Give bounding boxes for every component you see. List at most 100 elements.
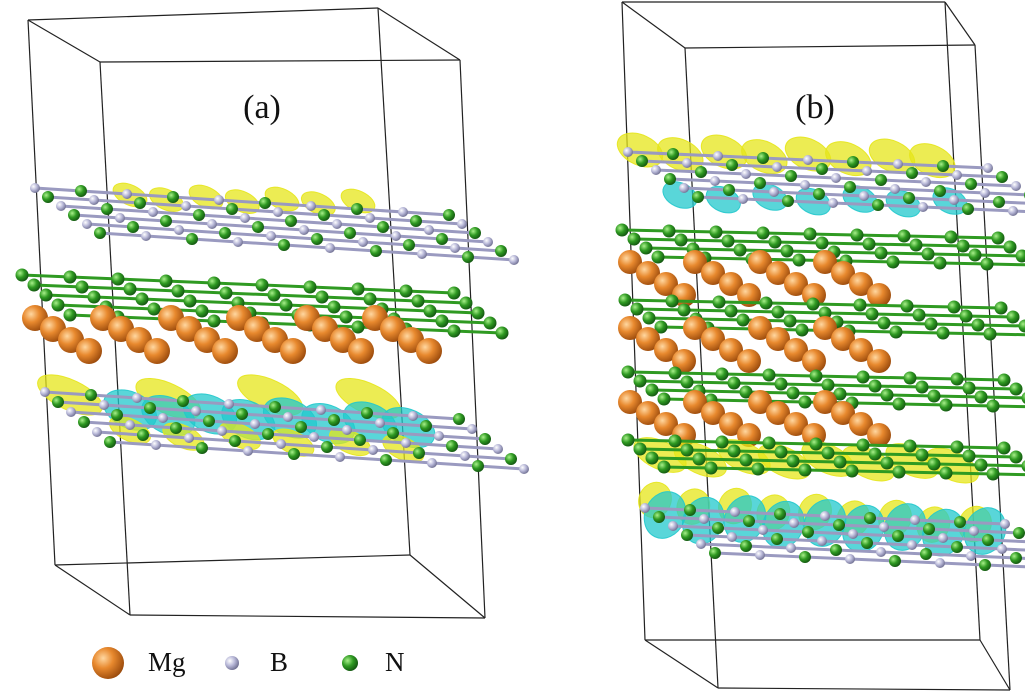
magnesium-atom xyxy=(280,338,306,364)
nitrogen-atom xyxy=(469,227,481,239)
nitrogen-atom xyxy=(880,456,894,470)
boron-atom xyxy=(862,166,872,176)
magnesium-atom xyxy=(831,261,855,285)
nitrogen-atom xyxy=(880,388,894,402)
nitrogen-atom xyxy=(934,185,946,197)
nitrogen-atom xyxy=(420,420,432,432)
bond xyxy=(33,283,467,305)
boron-atom xyxy=(30,183,40,193)
boron-atom xyxy=(273,207,283,217)
bond xyxy=(69,313,503,335)
magnesium-atom xyxy=(813,390,837,414)
cell-edge xyxy=(409,554,486,619)
boron-atom xyxy=(938,533,948,543)
nitrogen-atom xyxy=(354,434,366,446)
nitrogen-atom xyxy=(380,454,392,466)
nitrogen-atom xyxy=(809,437,823,451)
cell-edge xyxy=(621,1,686,49)
nitrogen-atom xyxy=(818,306,832,320)
nitrogen-atom xyxy=(721,234,735,248)
nitrogen-atom xyxy=(754,177,766,189)
nitrogen-atom xyxy=(850,228,864,242)
nitrogen-atom xyxy=(665,294,679,308)
bond xyxy=(44,390,460,421)
nitrogen-atom xyxy=(436,233,448,245)
boron-atom xyxy=(910,515,920,525)
nitrogen-atom xyxy=(951,541,963,553)
boron-atom xyxy=(983,163,993,173)
boron-atom xyxy=(309,432,319,442)
nitrogen-atom xyxy=(743,515,755,527)
cell-edge xyxy=(974,44,1011,691)
nitrogen-atom xyxy=(159,274,173,288)
nitrogen-atom xyxy=(862,237,876,251)
nitrogen-atom xyxy=(936,326,950,340)
nitrogen-atom xyxy=(186,233,198,245)
nitrogen-atom xyxy=(821,378,835,392)
boron-atom xyxy=(217,426,227,436)
nitrogen-atom xyxy=(42,191,54,203)
boron-atom xyxy=(207,219,217,229)
nitrogen-atom xyxy=(255,278,269,292)
nitrogen-atom xyxy=(939,466,953,480)
nitrogen-atom xyxy=(956,239,970,253)
nitrogen-atom xyxy=(833,455,847,469)
nitrogen-atom xyxy=(495,245,507,257)
magnesium-atom xyxy=(636,327,660,351)
nitrogen-atom xyxy=(471,306,485,320)
nitrogen-atom xyxy=(183,294,197,308)
nitrogen-atom xyxy=(1015,249,1025,263)
nitrogen-atom xyxy=(921,247,935,261)
magnesium-atom xyxy=(654,272,678,296)
magnesium-atom xyxy=(683,250,707,274)
cell-edge xyxy=(54,554,411,566)
nitrogen-atom xyxy=(783,314,797,328)
magnesium-atom xyxy=(813,316,837,340)
boron-atom xyxy=(980,188,990,198)
nitrogen-atom xyxy=(127,221,139,233)
magnesium-atom xyxy=(748,250,772,274)
magnesium-atom xyxy=(867,349,891,373)
boron-atom xyxy=(408,411,418,421)
nitrogen-atom xyxy=(446,440,458,452)
nitrogen-atom xyxy=(15,268,29,282)
nitrogen-atom xyxy=(78,416,90,428)
nitrogen-atom xyxy=(897,229,911,243)
nitrogen-atom xyxy=(704,461,718,475)
magnesium-atom xyxy=(784,272,808,296)
nitrogen-atom xyxy=(991,231,1005,245)
panel-label: (a) xyxy=(243,89,281,126)
nitrogen-atom xyxy=(410,215,422,227)
nitrogen-atom xyxy=(236,408,248,420)
boron-atom xyxy=(115,213,125,223)
nitrogen-atom xyxy=(965,178,977,190)
nitrogen-atom xyxy=(762,436,776,450)
nitrogen-atom xyxy=(171,284,185,298)
nitrogen-atom xyxy=(1003,240,1017,254)
nitrogen-atom xyxy=(947,300,961,314)
nitrogen-atom xyxy=(903,371,917,385)
boron-atom xyxy=(243,446,253,456)
nitrogen-atom xyxy=(413,447,425,459)
magnesium-atom xyxy=(831,401,855,425)
nitrogen-atom xyxy=(740,540,752,552)
nitrogen-atom xyxy=(912,308,926,322)
nitrogen-atom xyxy=(479,433,491,445)
nitrogen-atom xyxy=(39,288,53,302)
boron-atom xyxy=(699,514,709,524)
boron-atom xyxy=(434,431,444,441)
nitrogen-atom xyxy=(193,209,205,221)
boron-atom xyxy=(730,507,740,517)
nitrogen-atom xyxy=(453,413,465,425)
nitrogen-atom xyxy=(295,421,307,433)
nitrogen-atom xyxy=(692,452,706,466)
legend-swatch xyxy=(92,647,124,679)
boron-atom xyxy=(921,177,931,187)
boron-atom xyxy=(772,162,782,172)
nitrogen-atom xyxy=(798,395,812,409)
boron-atom xyxy=(727,532,737,542)
legend: Mg B N xyxy=(92,647,405,679)
nitrogen-atom xyxy=(813,188,825,200)
nitrogen-atom xyxy=(974,458,988,472)
nitrogen-atom xyxy=(877,316,891,330)
